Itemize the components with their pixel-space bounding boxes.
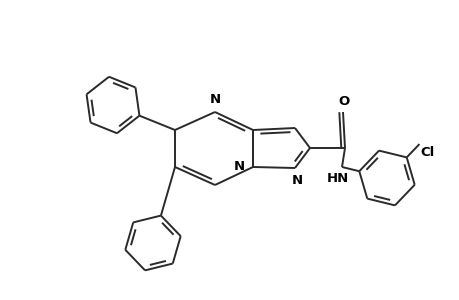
Text: N: N: [233, 160, 244, 173]
Text: Cl: Cl: [420, 146, 434, 159]
Text: O: O: [337, 95, 349, 108]
Text: HN: HN: [325, 172, 348, 184]
Text: N: N: [209, 93, 220, 106]
Text: N: N: [291, 173, 302, 187]
